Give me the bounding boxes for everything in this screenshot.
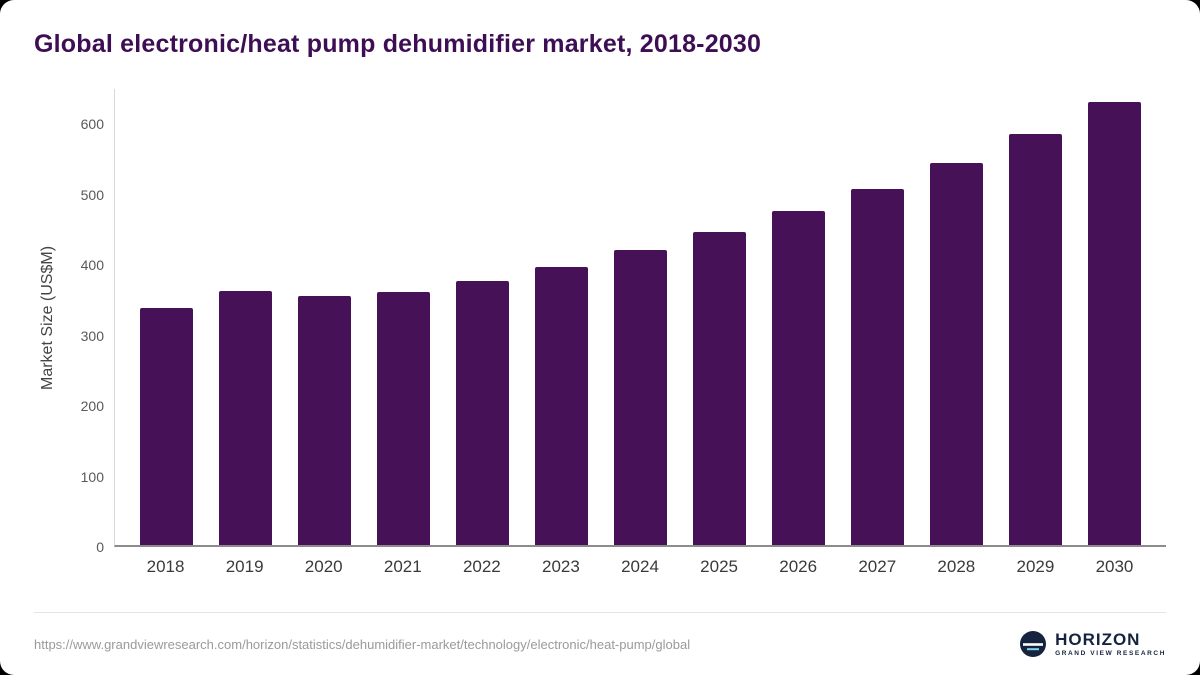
spacer (34, 577, 1166, 612)
x-label-2027: 2027 (858, 557, 897, 576)
x-label-2029: 2029 (1016, 557, 1055, 576)
bar-slot-2025 (680, 89, 759, 545)
x-label-2022: 2022 (462, 557, 501, 576)
page-title: Global electronic/heat pump dehumidifier… (34, 30, 762, 58)
bar-slot-2021 (364, 89, 443, 545)
bar-2019[interactable] (219, 291, 272, 545)
bar-slot-2023 (522, 89, 601, 545)
horizon-logo: HORIZON GRAND VIEW RESEARCH (1019, 630, 1166, 658)
bar-slot-2030 (1075, 89, 1154, 545)
y-tick-0: 0 (96, 539, 104, 555)
x-label-2025: 2025 (700, 557, 738, 576)
bar-2023[interactable] (535, 266, 588, 545)
bar-2021[interactable] (377, 291, 430, 545)
x-label-2024: 2024 (621, 557, 659, 576)
bar-slot-2026 (759, 89, 838, 545)
bar-2025[interactable] (693, 232, 746, 545)
bar-2026[interactable] (772, 211, 825, 545)
bar-slot-2018 (127, 89, 206, 545)
source-url: https://www.grandviewresearch.com/horizo… (34, 636, 691, 652)
x-label-2018: 2018 (146, 557, 185, 576)
bar-slot-2029 (996, 89, 1075, 545)
y-tick-200: 200 (80, 398, 104, 415)
bar-2029[interactable] (1009, 133, 1062, 545)
horizon-logo-text: HORIZON GRAND VIEW RESEARCH (1055, 631, 1166, 658)
bar-slot-2028 (917, 89, 996, 545)
bar-2020[interactable] (298, 295, 351, 545)
horizon-logo-icon (1019, 630, 1047, 658)
x-label-2019: 2019 (225, 557, 264, 576)
y-tick-600: 600 (80, 116, 104, 133)
y-axis-label: Market Size (US$M) (39, 245, 56, 391)
bar-2027[interactable] (851, 188, 904, 545)
x-label-2030: 2030 (1095, 557, 1134, 576)
plot-column: 2018 2019 2020 2021 2022 2023 2024 2025 2026 2027… (114, 89, 1166, 577)
bar-2024[interactable] (614, 249, 667, 545)
x-label-2023: 2023 (542, 557, 580, 576)
footer: https://www.grandviewresearch.com/horizo… (34, 612, 1166, 675)
x-label-2026: 2026 (779, 557, 818, 576)
y-tick-500: 500 (80, 186, 104, 203)
bar-slot-2019 (206, 89, 285, 545)
x-label-2020: 2020 (304, 557, 343, 576)
y-tick-100: 100 (80, 468, 104, 485)
bar-slot-2020 (285, 89, 364, 545)
bar-slot-2027 (838, 89, 917, 545)
x-axis-labels: 2018 2019 2020 2021 2022 2023 2024 2025 2026 2027… (114, 557, 1166, 577)
bar-slot-2024 (601, 89, 680, 545)
y-axis-ticks: 0 100 200 300 400 500 600 (62, 89, 114, 554)
bar-2018[interactable] (140, 307, 193, 545)
y-tick-400: 400 (80, 257, 104, 274)
plot-area (114, 89, 1166, 547)
horizon-logo-title: HORIZON (1055, 629, 1141, 649)
horizon-logo-subtitle: GRAND VIEW RESEARCH (1055, 649, 1166, 657)
bar-2022[interactable] (456, 280, 509, 545)
bar-2030[interactable] (1088, 101, 1141, 545)
x-label-2028: 2028 (937, 557, 976, 576)
bar-slot-2022 (443, 89, 522, 545)
x-label-2021: 2021 (383, 557, 422, 576)
bar-chart: Market Size (US$M) 0 100 200 300 400 500 600 2… (34, 89, 1166, 577)
y-tick-300: 300 (80, 327, 104, 344)
bar-2028[interactable] (930, 162, 983, 545)
